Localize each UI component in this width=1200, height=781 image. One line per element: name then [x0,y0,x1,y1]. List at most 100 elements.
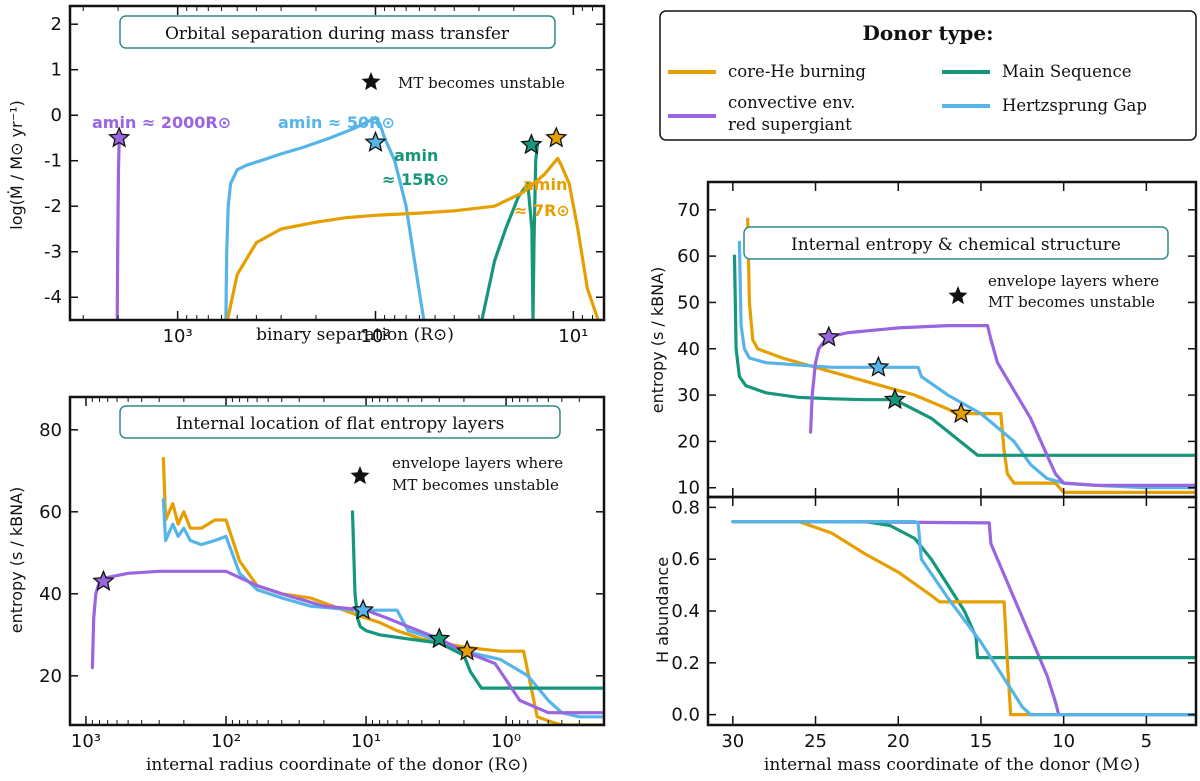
amin-label-core-he-value: ≈ 7R⊙ [514,201,570,220]
panel-d-axes: 0.0 0.2 0.4 0.6 0.8 30 25 20 15 10 5 [671,497,1196,752]
amin-label-core-he: amin [523,175,567,194]
legend-title: Donor type: [862,21,993,45]
legend-label-rsg-line2: red supergiant [728,115,852,134]
unstable-star-ms [883,388,907,410]
series-line-ms [480,143,540,320]
xtick-label: 10³ [163,326,193,347]
panel-a-axes: -4 -3 -2 -1 0 1 2 10³ 10² 10¹ [44,6,604,347]
legend-entry-rsg: convective env. red supergiant [668,93,855,134]
series-line-rsg [90,569,604,715]
legend-frame [659,10,1197,141]
legend-label-core-he: core-He burning [728,62,866,81]
ytick-label: 60 [677,246,700,267]
series-line-core-he [746,217,1196,494]
xtick-label: 10 [1052,731,1075,752]
legend-label-rsg: convective env. [728,93,855,112]
panel-b-title-box [119,405,561,439]
panel-d-ylabel: H abundance [653,557,672,663]
xtick-label: 10³ [71,731,101,752]
panel-c-axes: 10 20 30 40 50 60 70 [677,182,1196,499]
xtick-label: 30 [721,731,744,752]
panel-b-xlabel: internal radius coordinate of the donor … [146,755,528,775]
panel-d-frame [706,495,1198,727]
amin-label-ms: amin [394,146,438,165]
panel-b-annotation-line1: envelope layers where [392,454,563,472]
panel-a-amin-labels: amin ≈ 2000R⊙ amin ≈ 50R⊙ amin ≈ 15R⊙ am… [92,113,570,220]
series-line-rsg [115,136,121,320]
panel-a-title: Orbital separation during mass transfer [165,24,510,44]
panel-b-ylabel: entropy (s / kBNA) [7,487,26,634]
panel-b-annotation: envelope layers where MT becomes unstabl… [350,454,563,494]
ytick-label: 60 [39,502,62,523]
ytick-label: 0.0 [671,705,700,726]
panel-a-plot-area [108,115,600,320]
unstable-star-hg [351,598,375,620]
panel-c-plot-area [732,217,1196,494]
legend-entry-core-he: core-He burning [668,62,866,81]
ytick-label: 0.2 [671,653,700,674]
ytick-label: 50 [677,292,700,313]
panel-b-annotation-line2: MT becomes unstable [392,476,559,494]
unstable-star-ms [520,133,543,155]
ytick-label: 0.6 [671,549,700,570]
ytick-label: 2 [51,14,62,35]
panel-c-annotation-line1: envelope layers where [988,272,1159,290]
panel-a-xlabel: binary separation (R⊙) [256,325,454,345]
ytick-label: 1 [51,60,62,81]
series-line-ms [350,510,604,690]
ytick-label: 0.4 [671,601,700,622]
panel-a-frame [68,4,606,322]
legend-label-hg: Hertzsprung Gap [1002,96,1147,115]
xtick-label: 15 [969,731,992,752]
panel-d: 0.0 0.2 0.4 0.6 0.8 30 25 20 15 10 5 internal mass… [653,495,1198,775]
xtick-label: 10⁰ [491,731,521,752]
xtick-label: 5 [1141,731,1152,752]
panel-c-annotation: envelope layers where MT becomes unstabl… [948,272,1159,311]
series-lines [90,456,604,725]
unstable-star-core-he [455,639,479,661]
amin-label-rsg: amin ≈ 2000R⊙ [92,113,231,132]
panel-a: -4 -3 -2 -1 0 1 2 10³ 10² 10¹ Orbital separation … [7,4,606,347]
ytick-label: 10 [677,478,700,499]
series-line-core-he [225,156,600,320]
legend-entry-ms: Main Sequence [942,62,1132,81]
ytick-label: 40 [677,339,700,360]
panel-b-plot-area [90,456,604,725]
annotation-star-icon [361,72,381,91]
xtick-label: 10² [360,326,390,347]
panel-c-annotation-line2: MT becomes unstable [988,293,1155,311]
series-line-rsg [731,519,1196,717]
annotation-star-icon [948,286,968,305]
ytick-label: 0.8 [671,497,700,518]
ytick-label: 20 [677,431,700,452]
ytick-label: 0 [51,105,62,126]
series-line-rsg [808,324,1196,487]
unstable-star-hg [867,355,890,377]
unstable-star-rsg [817,325,840,347]
panel-a-ylabel: log(Ṁ / M⊙ yr⁻¹) [7,100,26,229]
legend-label-ms: Main Sequence [1002,62,1132,81]
series-line-ms [731,519,1196,660]
unstable-star-hg [364,130,387,152]
panel-a-title-box [119,15,556,49]
panel-b-axes: 20 40 60 80 10³ 10² 10¹ 10⁰ [39,397,604,752]
series-line-hg [224,115,426,320]
legend-entry-hg: Hertzsprung Gap [942,96,1147,115]
annotation-star-icon [350,466,370,485]
panel-b: 20 40 60 80 10³ 10² 10¹ 10⁰ Internal location o… [7,395,606,775]
unstable-star-rsg [108,126,131,148]
series-lines [732,217,1196,494]
xtick-label: 10² [211,731,241,752]
amin-label-hg: amin ≈ 50R⊙ [278,113,395,132]
ytick-label: -1 [44,151,62,172]
series-line-ms [732,254,1196,457]
panel-c-ylabel: entropy (s / kBNA) [648,267,667,414]
ytick-label: 20 [39,666,62,687]
series-lines [115,115,600,320]
legend: Donor type: core-He burning convective e… [659,10,1197,141]
ytick-label: 30 [677,385,700,406]
amin-label-ms-value: ≈ 15R⊙ [382,170,449,189]
panel-d-plot-area [731,519,1196,717]
ytick-label: -4 [44,287,62,308]
